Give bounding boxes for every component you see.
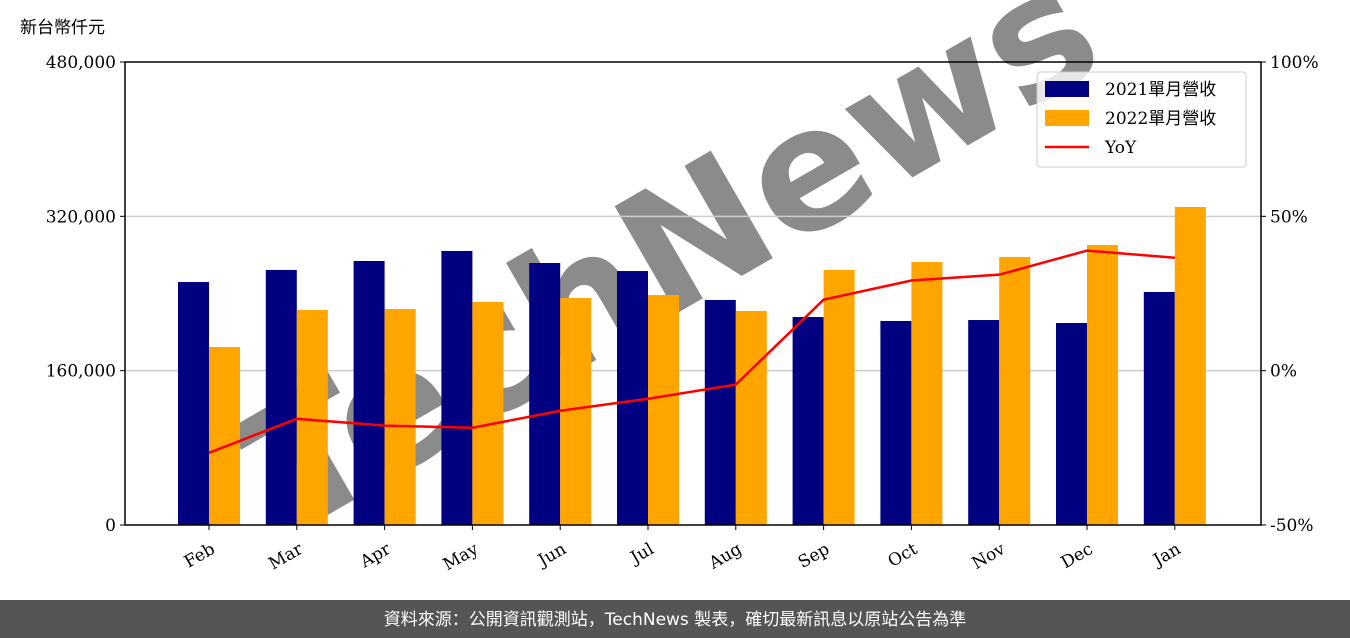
x-tick-label: Feb	[181, 539, 219, 572]
bar	[999, 257, 1031, 525]
legend-label: 2022單月營收	[1105, 109, 1216, 129]
bar	[880, 320, 912, 525]
bar	[209, 347, 240, 525]
x-tick-label: Dec	[1058, 539, 1097, 573]
bar	[1087, 244, 1118, 526]
y-axis-label: 新台幣仟元	[20, 18, 105, 38]
x-tick-label: Jan	[1148, 539, 1184, 571]
y-tick-label: 0	[105, 516, 116, 536]
bar	[1056, 323, 1087, 525]
plot-frame	[124, 61, 1262, 526]
y-tick-label: 480,000	[46, 53, 116, 73]
bar	[735, 310, 767, 525]
x-tick-label: Apr	[356, 539, 395, 573]
bar	[1174, 206, 1206, 525]
x-tick-label: Jun	[533, 539, 570, 572]
y-tick-label: 320,000	[46, 207, 116, 227]
bar	[178, 282, 209, 525]
bar	[704, 299, 736, 525]
x-tick-label: Sep	[795, 539, 833, 573]
x-tick-label: Jul	[626, 539, 658, 569]
x-tick-label: Aug	[705, 539, 746, 574]
bar	[353, 260, 385, 525]
bar	[472, 301, 504, 525]
bar	[265, 269, 297, 525]
y2-tick-label: -50%	[1270, 516, 1314, 536]
bar	[617, 271, 648, 525]
y2-tick-label: 0%	[1270, 362, 1297, 382]
x-tick-label: May	[440, 539, 483, 575]
yoy-line	[208, 249, 1175, 454]
bar	[968, 320, 1000, 525]
bar	[823, 269, 855, 525]
bar	[560, 298, 592, 525]
bar	[529, 263, 561, 525]
legend-box	[1036, 71, 1247, 168]
legend-label: 2021單月營收	[1105, 80, 1216, 100]
legend-swatch	[1045, 110, 1089, 126]
bar	[792, 317, 824, 525]
bar	[1143, 291, 1175, 525]
y2-tick-label: 50%	[1270, 207, 1308, 227]
legend-swatch	[1045, 81, 1089, 97]
x-tick-label: Nov	[969, 539, 1009, 574]
bar	[296, 309, 328, 525]
bar	[911, 261, 943, 525]
y2-tick-label: 100%	[1270, 53, 1319, 73]
bar	[441, 250, 473, 526]
footer: 資料來源：公開資訊觀測站，TechNews 製表，確切最新訊息以原站公告為準	[384, 610, 966, 630]
bar	[384, 309, 416, 525]
bar	[648, 295, 679, 525]
legend-label: YoY	[1104, 138, 1137, 158]
y-tick-label: 160,000	[46, 362, 116, 382]
x-tick-label: Oct	[885, 539, 921, 572]
footer-bar	[0, 600, 1350, 638]
